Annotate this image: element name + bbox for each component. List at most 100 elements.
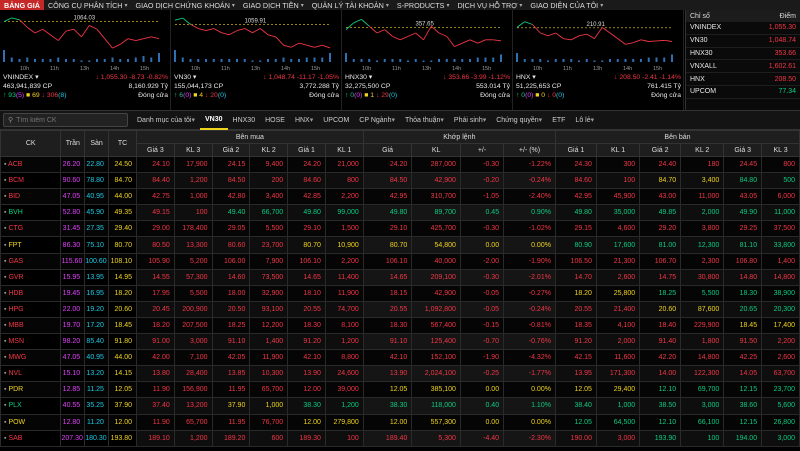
ask-price-1[interactable]: 38.40 xyxy=(554,397,597,415)
ask-price-3[interactable]: 12.15 xyxy=(723,413,763,431)
pin-icon[interactable]: ▪ xyxy=(4,225,9,233)
ask-price-1[interactable]: 14.70 xyxy=(554,268,597,286)
tab-5[interactable]: UPCOM xyxy=(318,110,354,130)
bid-price-2[interactable]: 13.85 xyxy=(211,365,251,383)
table-row[interactable]: ▪ ACB 26.20 22.80 24.50 24.10 17,900 24.15 9,40… xyxy=(0,155,800,174)
ask-price-3[interactable]: 91.50 xyxy=(723,333,763,351)
nav-item-3[interactable]: GIAO DỊCH TIỀN ▾ xyxy=(239,0,308,10)
table-row[interactable]: ▪ HDB 19.45 16.95 18.20 17.95 5,500 18.00 32,90… xyxy=(0,284,800,302)
ask-price-2[interactable]: 106.70 xyxy=(639,252,682,270)
ask-price-1[interactable]: 20.55 xyxy=(554,300,597,318)
column-header-kl2[interactable]: KL 2 xyxy=(680,143,725,157)
column-header-san[interactable]: Sàn xyxy=(84,130,109,157)
ask-price-2[interactable]: 14.75 xyxy=(639,268,682,286)
index-chart-vn30[interactable]: 1059.91 10h 11h 13h 14h 15h VN30 ▾ ↓ 1,048.74 -… xyxy=(171,10,342,110)
symbol-cell[interactable]: ▪ HDB xyxy=(0,284,62,302)
ask-price-3[interactable]: 29.25 xyxy=(723,220,763,238)
bid-price-3[interactable]: 13.80 xyxy=(136,365,175,383)
bid-price-3[interactable]: 84.40 xyxy=(136,172,175,190)
tab-11[interactable]: Lô lẻ ▾ xyxy=(570,110,599,130)
symbol-cell[interactable]: ▪ NVL xyxy=(0,365,62,383)
ask-price-1[interactable]: 29.15 xyxy=(554,220,597,238)
pin-icon[interactable]: ▪ xyxy=(4,338,9,346)
tab-7[interactable]: Thỏa thuận ▾ xyxy=(400,110,449,130)
ask-price-2[interactable]: 14.00 xyxy=(639,365,682,383)
bid-price-1[interactable]: 12.00 xyxy=(287,413,326,431)
table-row[interactable]: ▪ BVH 52.80 45.90 49.35 49.15 100 49.40 66,700 4… xyxy=(0,204,800,222)
bid-price-2[interactable]: 189.20 xyxy=(211,429,251,447)
ask-price-1[interactable]: 84.60 xyxy=(554,172,597,190)
bid-price-1[interactable]: 80.70 xyxy=(287,236,326,254)
ask-price-3[interactable]: 194.00 xyxy=(723,429,763,447)
bid-price-2[interactable]: 84.50 xyxy=(211,172,251,190)
table-row[interactable]: ▪ PDR 12.85 11.25 12.05 11.90 156,900 11.95 65,… xyxy=(0,381,800,399)
bid-price-3[interactable]: 11.90 xyxy=(136,381,175,399)
bid-price-2[interactable]: 42.05 xyxy=(211,349,251,367)
index-row[interactable]: UPCOM 77.34 xyxy=(686,86,800,99)
column-header-kl[interactable]: KL xyxy=(411,143,461,157)
bid-price-1[interactable]: 18.10 xyxy=(287,284,326,302)
bid-price-1[interactable]: 13.90 xyxy=(287,365,326,383)
bid-price-2[interactable]: 20.50 xyxy=(211,300,251,318)
index-chart-hnx[interactable]: 210.91 10h 11h 13h 14h 15h HNX ▾ ↓ 208.50 -2.41… xyxy=(513,10,684,110)
nav-item-6[interactable]: DỊCH VỤ HỖ TRỢ ▾ xyxy=(453,0,526,10)
bid-price-2[interactable]: 91.10 xyxy=(211,333,251,351)
index-name[interactable]: HNX30 ▾ xyxy=(345,73,372,82)
index-chart-hnx30[interactable]: 357.65 10h 11h 13h 14h 15h HNX30 ▾ ↓ 353.66 -3.… xyxy=(342,10,513,110)
pin-icon[interactable]: ▪ xyxy=(4,209,9,217)
bid-price-3[interactable]: 14.55 xyxy=(136,268,175,286)
index-name[interactable]: VNINDEX ▾ xyxy=(3,73,39,82)
bid-price-2[interactable]: 18.00 xyxy=(211,284,251,302)
ask-price-1[interactable]: 80.90 xyxy=(554,236,597,254)
bid-price-1[interactable]: 14.65 xyxy=(287,268,326,286)
bid-price-3[interactable]: 11.90 xyxy=(136,413,175,431)
symbol-cell[interactable]: ▪ PDR xyxy=(0,381,62,399)
table-row[interactable]: ▪ MWG 47.05 40.95 44.00 42.00 7,100 42.05 11,90… xyxy=(0,349,800,367)
pin-icon[interactable]: ▪ xyxy=(4,370,9,378)
bid-price-1[interactable]: 84.60 xyxy=(287,172,326,190)
ask-price-3[interactable]: 81.10 xyxy=(723,236,763,254)
bid-price-2[interactable]: 24.15 xyxy=(211,155,251,174)
table-row[interactable]: ▪ GAS 115.60 100.60 108.10 105.90 5,200 106.00… xyxy=(0,252,800,270)
symbol-cell[interactable]: ▪ SAB xyxy=(0,429,62,447)
ask-price-3[interactable]: 14.80 xyxy=(723,268,763,286)
ask-price-3[interactable]: 20.65 xyxy=(723,300,763,318)
symbol-cell[interactable]: ▪ BVH xyxy=(0,204,62,222)
ask-price-1[interactable]: 13.95 xyxy=(554,365,597,383)
bid-price-1[interactable]: 106.10 xyxy=(287,252,326,270)
table-row[interactable]: ▪ FPT 86.30 75.10 80.70 80.50 13,300 80.60 23,7… xyxy=(0,236,800,254)
bid-price-3[interactable]: 105.90 xyxy=(136,252,175,270)
ask-price-1[interactable]: 24.30 xyxy=(554,155,597,174)
nav-item-1[interactable]: CÔNG CỤ PHÂN TÍCH ▾ xyxy=(44,0,132,10)
bid-price-1[interactable]: 189.30 xyxy=(287,429,326,447)
bid-price-1[interactable]: 49.80 xyxy=(287,204,326,222)
column-header-gia[interactable]: Giá xyxy=(362,143,413,157)
ask-price-3[interactable]: 18.30 xyxy=(723,284,763,302)
ask-price-2[interactable]: 91.40 xyxy=(639,333,682,351)
pin-icon[interactable]: ▪ xyxy=(4,386,9,394)
tab-6[interactable]: CP Ngành ▾ xyxy=(354,110,400,130)
column-header-ck[interactable]: CK xyxy=(0,130,62,157)
ask-price-1[interactable]: 91.20 xyxy=(554,333,597,351)
symbol-cell[interactable]: ▪ FPT xyxy=(0,236,62,254)
bid-price-2[interactable]: 49.40 xyxy=(211,204,251,222)
ask-price-3[interactable]: 12.15 xyxy=(723,381,763,399)
pin-icon[interactable]: ▪ xyxy=(4,161,9,169)
bid-price-2[interactable]: 29.05 xyxy=(211,220,251,238)
column-header-tran[interactable]: Trần xyxy=(60,130,86,157)
tab-9[interactable]: Chứng quyền ▾ xyxy=(491,110,547,130)
bid-price-3[interactable]: 20.45 xyxy=(136,300,175,318)
index-name[interactable]: HNX ▾ xyxy=(516,73,536,82)
table-row[interactable]: ▪ BID 47.05 40.95 44.00 42.75 1,000 42.80 3,400… xyxy=(0,188,800,206)
column-header-kl1[interactable]: KL 1 xyxy=(595,143,641,157)
column-header-pm[interactable]: +/- xyxy=(459,143,505,157)
bid-price-1[interactable]: 38.30 xyxy=(287,397,326,415)
tab-0[interactable]: Danh mục của tôi ▾ xyxy=(132,110,200,130)
bid-price-2[interactable]: 106.00 xyxy=(211,252,251,270)
bid-price-2[interactable]: 80.60 xyxy=(211,236,251,254)
ask-price-1[interactable]: 42.15 xyxy=(554,349,597,367)
pin-icon[interactable]: ▪ xyxy=(4,354,9,362)
ask-price-1[interactable]: 12.05 xyxy=(554,413,597,431)
bid-price-2[interactable]: 37.90 xyxy=(211,397,251,415)
bid-price-1[interactable]: 20.55 xyxy=(287,300,326,318)
